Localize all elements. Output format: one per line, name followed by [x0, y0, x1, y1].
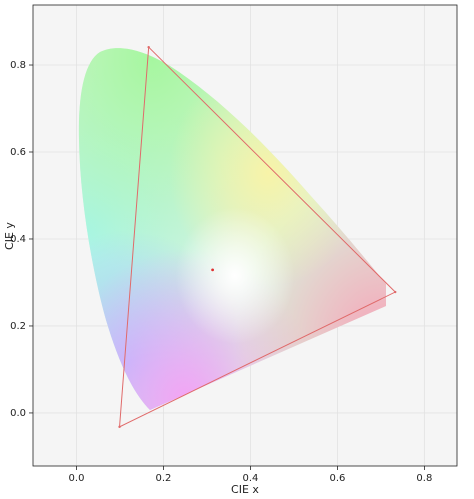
gamut-vertex — [394, 290, 397, 294]
gamut-vertex — [118, 425, 121, 429]
plot-frame — [32, 4, 458, 467]
y-tick-label: 0.4 — [10, 234, 26, 245]
axes: 0.0 0.2 0.4 0.6 0.8 0.0 0.2 0.4 0.6 0.8 — [10, 60, 432, 484]
gamut-vertex — [147, 45, 150, 49]
y-tick-label: 0.6 — [10, 147, 26, 158]
y-tick-label: 0.8 — [10, 60, 26, 71]
y-axis-label: CIE y — [3, 222, 16, 250]
x-tick-label: 0.6 — [329, 473, 345, 484]
x-axis-label: CIE x — [231, 483, 259, 496]
marks — [118, 45, 397, 429]
y-tick-label: 0.2 — [10, 321, 26, 332]
x-tick-label: 0.4 — [242, 473, 258, 484]
x-tick-label: 0.2 — [156, 473, 172, 484]
white-point — [211, 268, 215, 272]
gamut-triangle — [118, 46, 397, 428]
y-tick-label: 0.0 — [10, 408, 26, 419]
x-tick-label: 0.0 — [69, 473, 85, 484]
x-tick-label: 0.8 — [416, 473, 432, 484]
